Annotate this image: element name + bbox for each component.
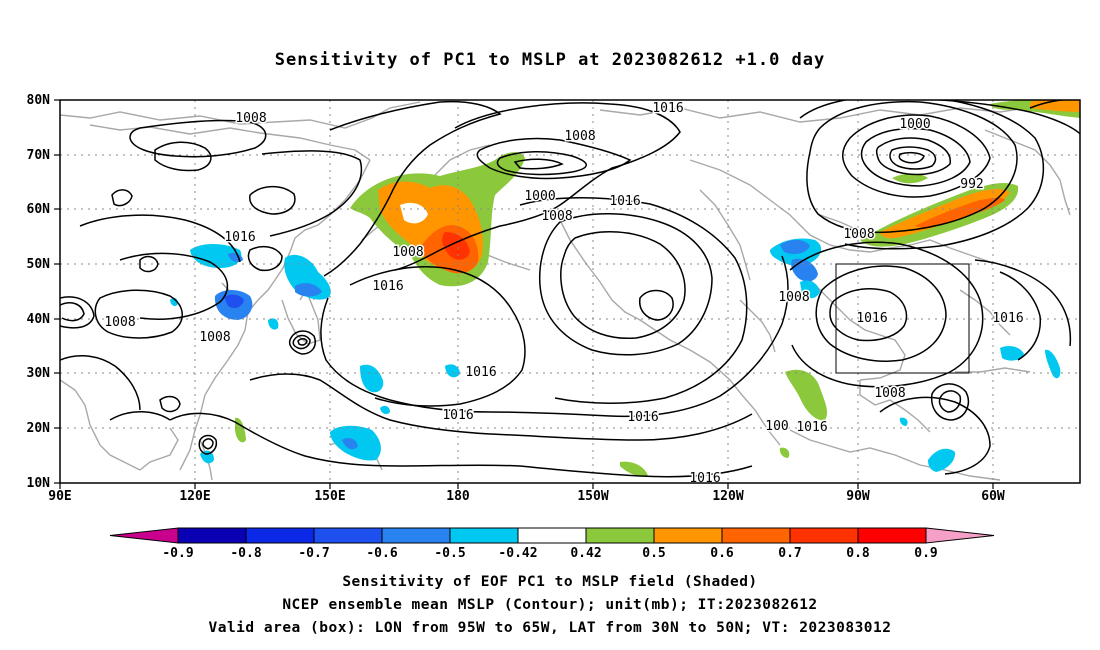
contour-labels: 1008 1016 1008 1000 1008 1016 1000 992 1008 1016 1… <box>103 100 1025 486</box>
contour-label: 1016 <box>652 101 683 116</box>
contour-label: 1008 <box>392 245 423 260</box>
contour-label: 1016 <box>465 365 496 380</box>
longitude-labels: 90E 120E 150E 180 150W 120W 90W 60W <box>48 489 1005 504</box>
contour-label: 1000 <box>899 117 930 132</box>
axis-ticks <box>54 99 994 489</box>
colorbar-lower-extension <box>109 527 179 544</box>
caption-shading: Sensitivity of EOF PC1 to MSLP field (Sh… <box>342 574 758 590</box>
contour-label: 1016 <box>856 311 887 326</box>
contour-label: 1016 <box>992 311 1023 326</box>
map-background <box>60 100 1080 483</box>
valid-area-box <box>835 263 970 374</box>
colorbar-tick-label: 0.8 <box>846 546 870 561</box>
colorbar-segment <box>653 527 723 544</box>
contour-label: 1016 <box>627 410 658 425</box>
lon-label: 60W <box>981 489 1005 504</box>
contour-label: 1000 <box>524 189 555 204</box>
lat-label: 80N <box>27 93 51 108</box>
map-gridlines <box>60 100 1080 483</box>
contour-label: 100 <box>765 419 788 434</box>
lat-label: 20N <box>27 421 51 436</box>
colorbar-tick-label: 0.5 <box>642 546 665 561</box>
lon-label: 120E <box>179 489 210 504</box>
colorbar-segment <box>517 527 587 544</box>
lat-label: 70N <box>27 148 51 163</box>
colorbar-tick-label: 0.6 <box>710 546 734 561</box>
colorbar-tick-label: -0.7 <box>298 546 329 561</box>
lat-label: 60N <box>27 202 51 217</box>
colorbar-segment <box>177 527 247 544</box>
colorbar-tick-label: -0.8 <box>230 546 261 561</box>
colorbar-segment <box>381 527 451 544</box>
lat-label: 30N <box>27 366 51 381</box>
map-title: Sensitivity of PC1 to MSLP at 2023082612… <box>274 50 826 70</box>
lat-label: 40N <box>27 312 51 327</box>
contour-label: 1016 <box>689 471 720 486</box>
latitude-labels: 80N 70N 60N 50N 40N 30N 20N 10N <box>27 93 51 491</box>
lon-label: 180 <box>446 489 470 504</box>
contour-label: 992 <box>960 177 983 192</box>
contour-label: 1008 <box>541 209 572 224</box>
colorbar-tick-label: -0.9 <box>162 546 193 561</box>
caption-contour: NCEP ensemble mean MSLP (Contour); unit(… <box>282 597 818 613</box>
contour-label: 1008 <box>843 227 874 242</box>
contour-label: 1016 <box>224 230 255 245</box>
colorbar-tick-label: 0.9 <box>914 546 937 561</box>
colorbar-tick-label: -0.42 <box>498 546 537 561</box>
caption-valid-area: Valid area (box): LON from 95W to 65W, L… <box>208 620 892 636</box>
contour-label: 1016 <box>796 420 827 435</box>
colorbar-tick-label: 0.42 <box>570 546 601 561</box>
colorbar-tick-label: 0.7 <box>778 546 801 561</box>
colorbar-tick-labels: -0.9 -0.8 -0.7 -0.6 -0.5 -0.42 0.42 0.5 0.6 0.7 0.… <box>162 546 937 561</box>
colorbar-segment <box>857 527 927 544</box>
colorbar-tick-label: -0.6 <box>366 546 397 561</box>
colorbar-segment <box>721 527 791 544</box>
lon-label: 90E <box>48 489 71 504</box>
colorbar-segment <box>245 527 315 544</box>
colorbar-segment <box>313 527 383 544</box>
mslp-contours <box>60 100 1080 478</box>
lon-label: 150W <box>577 489 608 504</box>
contour-label: 1016 <box>442 408 473 423</box>
lat-label: 10N <box>27 476 51 491</box>
lat-label: 50N <box>27 257 51 272</box>
contour-label: 1008 <box>199 330 230 345</box>
sensitivity-shading <box>170 100 1080 477</box>
contour-label: 1016 <box>372 279 403 294</box>
lon-label: 150E <box>314 489 345 504</box>
contour-label: 1008 <box>235 111 266 126</box>
contour-label: 1008 <box>564 129 595 144</box>
lon-label: 120W <box>712 489 743 504</box>
map-frame <box>59 99 1081 484</box>
colorbar-segment <box>789 527 859 544</box>
contour-label: 1016 <box>609 194 640 209</box>
colorbar <box>109 527 995 544</box>
contour-label: 1008 <box>874 386 905 401</box>
colorbar-segment <box>449 527 519 544</box>
contour-label: 1008 <box>104 315 135 330</box>
contour-label: 1008 <box>778 290 809 305</box>
colorbar-upper-extension <box>925 527 995 544</box>
colorbar-segment <box>585 527 655 544</box>
colorbar-tick-label: -0.5 <box>434 546 465 561</box>
lon-label: 90W <box>846 489 870 504</box>
